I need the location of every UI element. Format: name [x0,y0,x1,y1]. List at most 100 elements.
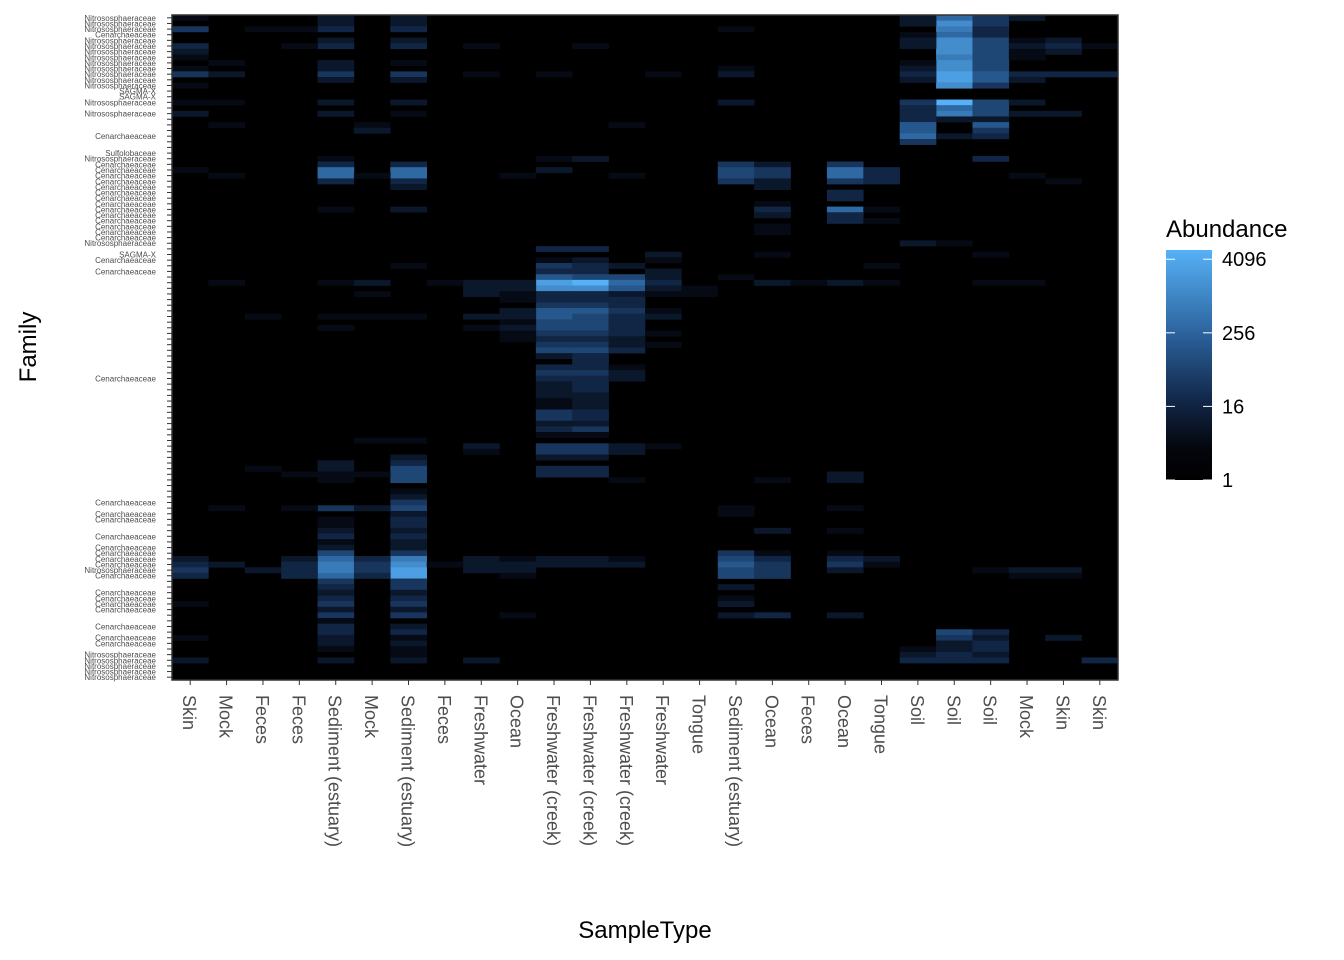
heatmap-cell [863,217,900,224]
heatmap-cell [572,392,609,399]
heatmap-cell [1008,110,1046,117]
heatmap-cell [936,133,973,140]
heatmap-cell [572,313,609,320]
heatmap-cell [463,567,500,574]
y-axis-tick-label: Cenarchaeaceae [95,498,156,507]
y-axis-tick-label: SAGMA-X [119,93,157,102]
heatmap-cell [572,386,609,393]
heatmap-cell [863,556,900,562]
heatmap-cell [499,567,537,574]
heatmap-cell [535,465,573,472]
heatmap-cell [390,533,427,540]
heatmap-cell [535,167,573,174]
heatmap-cell [317,657,355,664]
heatmap-cell [754,572,791,579]
heatmap-cell [608,172,646,179]
y-axis-tick-label: Nitrososphaeraceae [84,14,156,23]
heatmap-cell [863,178,900,185]
heatmap-cell [972,251,1010,258]
heatmap-cell [535,268,573,275]
heatmap-cell [390,161,427,168]
heatmap-cell [972,26,1010,33]
heatmap-cell [572,285,609,292]
heatmap-cell [936,26,973,33]
heatmap-cell [317,43,355,50]
heatmap-cell [863,561,900,568]
heatmap-cell [790,279,828,286]
heatmap-cell [608,477,646,484]
heatmap-cell [535,324,573,331]
heatmap-cell [535,246,573,252]
y-axis-tick-label: Nitrososphaeraceae [84,656,156,665]
heatmap-cell [390,651,427,658]
heatmap-cell [717,178,755,185]
heatmap-cell [172,65,209,72]
y-axis-tick-label: Cenarchaeaceae [95,256,156,265]
heatmap-cell [317,601,355,608]
heatmap-cell [608,347,646,354]
heatmap-cell [572,257,609,264]
heatmap-cell [317,612,355,619]
heatmap-cell [390,612,427,619]
heatmap-cell [572,353,609,360]
heatmap-cell [353,505,391,512]
heatmap-cell [535,420,573,427]
heatmap-cell [645,291,682,298]
heatmap-cell [1008,76,1046,83]
heatmap-cell [317,15,355,21]
heatmap-cell [681,291,719,298]
heatmap-cell [826,471,864,478]
y-axis-tick-label: Cenarchaeaceae [95,234,156,243]
y-axis-tick-label: Nitrososphaeraceae [84,70,156,79]
heatmap-cell [899,133,937,140]
heatmap-cell [936,640,973,647]
heatmap-cell [208,561,246,568]
heatmap-cell [899,105,937,112]
heatmap-cell [535,364,573,371]
heatmap-cell [608,279,646,286]
heatmap-cell [535,313,573,320]
heatmap-cell [317,533,355,540]
heatmap-cell [535,381,573,388]
heatmap-cell [535,279,573,286]
heatmap-cell [572,561,609,568]
heatmap-cell [317,589,355,596]
heatmap-cell [608,556,646,562]
heatmap-cell [826,189,864,196]
heatmap-cell [972,657,1010,664]
heatmap-cell [390,60,427,67]
heatmap-cell [717,99,755,106]
y-axis-tick-label: SAGMA-X [119,251,157,260]
heatmap-cell [390,629,427,636]
heatmap-cell [754,251,791,258]
heatmap-cells [172,15,1119,664]
heatmap-cell [645,341,682,348]
heatmap-cell [936,651,973,658]
heatmap-cell [317,167,355,174]
heatmap-cell [936,20,973,27]
heatmap-cell [535,336,573,343]
heatmap-cell [826,217,864,224]
heatmap-cell [208,122,246,129]
heatmap-cell [463,71,500,78]
heatmap-cell [754,527,791,534]
heatmap-cell [972,279,1010,286]
heatmap-cell [572,432,609,438]
heatmap-cell [317,595,355,602]
heatmap-cell [244,313,282,320]
heatmap-cell [317,26,355,33]
heatmap-cell [317,460,355,467]
heatmap-cell [317,516,355,523]
heatmap-cell [535,426,573,433]
heatmap-cell [390,522,427,529]
heatmap-cell [899,76,937,83]
x-axis-tick-label: Ocean [834,695,854,748]
y-axis-tick-label: Cenarchaeaceae [95,228,156,237]
heatmap-cell [317,618,355,624]
heatmap-cell [572,296,609,303]
y-axis-tick-label: Cenarchaeaceae [95,639,156,648]
heatmap-cell [608,302,646,309]
heatmap-cell [754,206,791,213]
y-axis-tick-label: Cenarchaeaceae [95,132,156,141]
heatmap-cell [390,606,427,613]
